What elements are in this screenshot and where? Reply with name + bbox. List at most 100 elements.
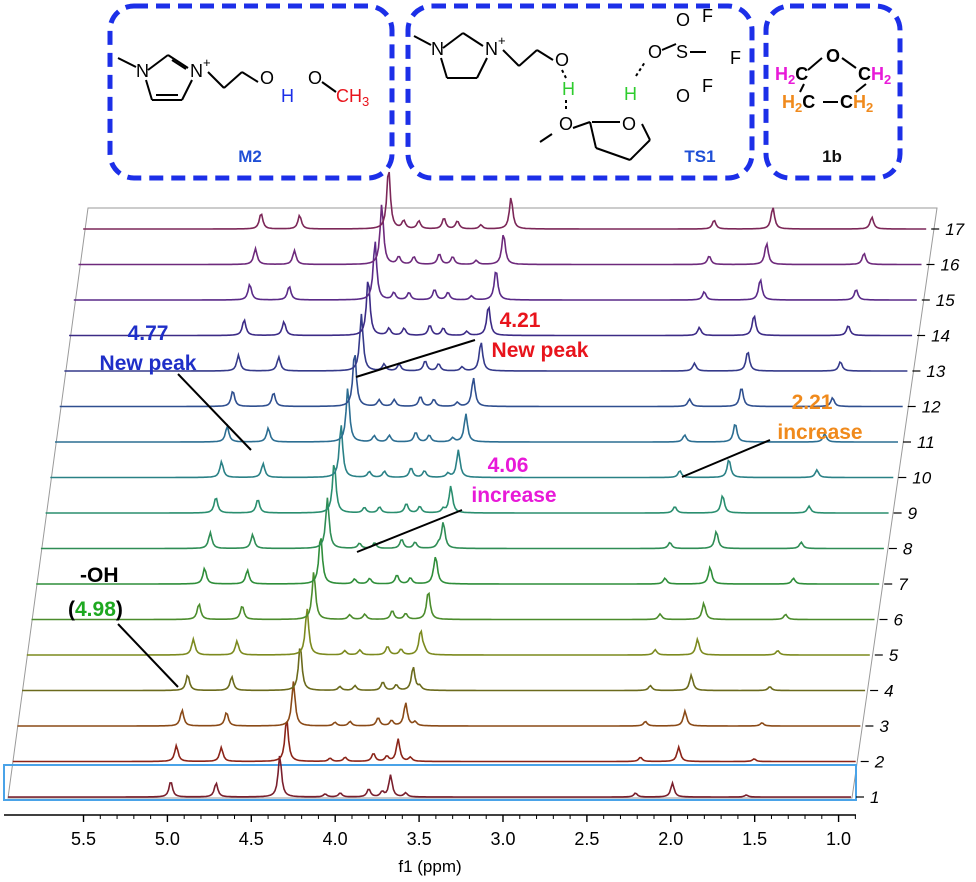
1b-atom: 2: [866, 100, 873, 115]
annotation-4-77: 4.77 New peak: [100, 322, 252, 451]
m2-methyl: CH3: [336, 86, 369, 109]
selected-spectrum-highlight: [3, 764, 857, 801]
spectrum-trace-13: [64, 313, 908, 372]
spectrum-trace-5: [26, 608, 870, 656]
spectrum-label-1: 1: [870, 788, 879, 807]
ts1-atom: H: [562, 79, 575, 99]
m2-atom: N: [136, 61, 149, 81]
ts1-atom: N: [431, 39, 444, 59]
spectrum-label-11: 11: [917, 433, 935, 452]
x-tick-label-3.5: 3.5: [407, 829, 432, 849]
m2-molecule: N N + O H O CH3: [117, 54, 369, 109]
m2-atom: C: [336, 86, 349, 106]
ts1-atom: F: [702, 6, 713, 26]
annotation-oh-paren-close: ): [116, 598, 123, 621]
spectrum-label-12: 12: [922, 398, 941, 417]
1b-atom: 2: [884, 72, 891, 87]
x-tick-label-5.5: 5.5: [71, 829, 96, 849]
spectrum-label-15: 15: [936, 291, 955, 310]
structure-box-ts1: N N + O H O O H O: [405, 3, 755, 181]
spectrum-trace-10: [50, 425, 894, 479]
spectrum-trace-14: [69, 281, 913, 337]
1b-atom: C: [795, 64, 808, 84]
spectrum-label-6: 6: [894, 611, 904, 630]
annotation-4-77-text: New peak: [100, 352, 197, 375]
structure-box-ts1-border: [405, 3, 755, 181]
annotation-oh: -OH (4.98): [68, 564, 179, 688]
1b-atom: 2: [788, 72, 795, 87]
x-tick-label-2.0: 2.0: [658, 829, 683, 849]
spectrum-label-13: 13: [926, 362, 945, 381]
annotation-4-21-value: 4.21: [500, 309, 541, 332]
1b-group: H2C: [775, 64, 808, 87]
spectrum-label-9: 9: [908, 504, 918, 523]
ts1-atom: O: [676, 10, 690, 30]
m2-atom: 3: [362, 94, 369, 109]
ts1-atom: S: [676, 42, 688, 62]
spectrum-label-5: 5: [889, 646, 899, 665]
structure-label-m2: M2: [238, 147, 262, 166]
ts1-atom: F: [730, 48, 741, 68]
structure-label-ts1: TS1: [684, 147, 715, 166]
spectrum-trace-17: [83, 171, 927, 230]
annotation-oh-leader: [117, 623, 179, 688]
m2-atom: O: [308, 68, 322, 88]
ts1-atom: O: [555, 50, 569, 70]
x-tick-label-1.0: 1.0: [826, 829, 851, 849]
ts1-atom: O: [676, 86, 690, 106]
spectrum-trace-9: [45, 464, 889, 514]
spectrum-label-3: 3: [879, 717, 889, 736]
spectrum-trace-8: [40, 497, 884, 550]
spectrum-label-4: 4: [884, 682, 893, 701]
annotation-4-77-leader: [177, 373, 252, 451]
1b-atom: H: [853, 92, 866, 112]
1b-atom: H: [782, 92, 795, 112]
ts1-atom: O: [648, 42, 662, 62]
annotation-2-21: 2.21 increase: [681, 391, 863, 478]
ts1-atom: N: [485, 39, 498, 59]
x-axis: 5.5 5.0 4.5 4.0 3.5 3.0 2.5 2.0 1.5 1.0: [4, 814, 856, 849]
ts1-atom: H: [624, 84, 637, 104]
spectrum-trace-7: [36, 538, 880, 585]
ts1-atom: F: [702, 76, 713, 96]
spectrum-label-10: 10: [912, 469, 931, 488]
spectrum-label-14: 14: [931, 327, 950, 346]
spectrum-trace-12: [59, 354, 903, 408]
spectrum-trace-3: [17, 681, 861, 727]
svg-text:-OH: -OH: [80, 564, 119, 587]
1b-group: CH2: [840, 92, 873, 115]
1b-atom: O: [826, 46, 840, 66]
x-tick-label-2.5: 2.5: [574, 829, 599, 849]
annotation-4-06-value: 4.06: [488, 454, 529, 477]
spectrum-trace-11: [55, 388, 898, 443]
spectrum-trace-6: [31, 572, 875, 621]
m2-atom: H: [349, 86, 362, 106]
annotation-4-77-value: 4.77: [128, 322, 169, 345]
annotation-4-06: 4.06 increase: [356, 454, 557, 553]
ts1-atom: O: [622, 114, 636, 134]
1b-group: H2C: [782, 92, 815, 115]
m2-atom: O: [260, 68, 274, 88]
m2-atom: N: [190, 61, 203, 81]
spectrum-traces: [8, 171, 927, 798]
1b-molecule: H2C O CH2 H2C CH2: [775, 46, 891, 115]
x-tick-label-4.5: 4.5: [239, 829, 264, 849]
annotation-oh-label: -OH: [80, 564, 119, 587]
1b-atom: C: [840, 92, 853, 112]
x-tick-label-5.0: 5.0: [155, 829, 180, 849]
annotation-2-21-leader: [681, 439, 771, 478]
structure-box-1b-border: [763, 3, 903, 181]
spectrum-trace-4: [22, 648, 866, 692]
1b-atom: 2: [795, 100, 802, 115]
x-tick-label-3.0: 3.0: [490, 829, 515, 849]
spectrum-label-7: 7: [898, 575, 908, 594]
annotation-oh-paren-open: (: [68, 598, 75, 621]
structure-box-1b: H2C O CH2 H2C CH2 1b: [763, 3, 903, 181]
x-axis-label: f1 (ppm): [398, 857, 461, 876]
1b-atom: H: [775, 64, 788, 84]
structure-label-1b: 1b: [822, 147, 842, 166]
1b-group: CH2: [858, 64, 891, 87]
spectrum-trace-1: [8, 755, 851, 798]
annotation-4-06-text: increase: [471, 484, 556, 507]
